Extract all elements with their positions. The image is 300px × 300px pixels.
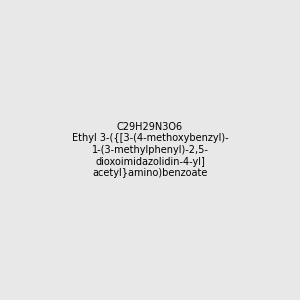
Text: C29H29N3O6
Ethyl 3-({[3-(4-methoxybenzyl)-
1-(3-methylphenyl)-2,5-
dioxoimidazol: C29H29N3O6 Ethyl 3-({[3-(4-methoxybenzyl… bbox=[72, 122, 228, 178]
